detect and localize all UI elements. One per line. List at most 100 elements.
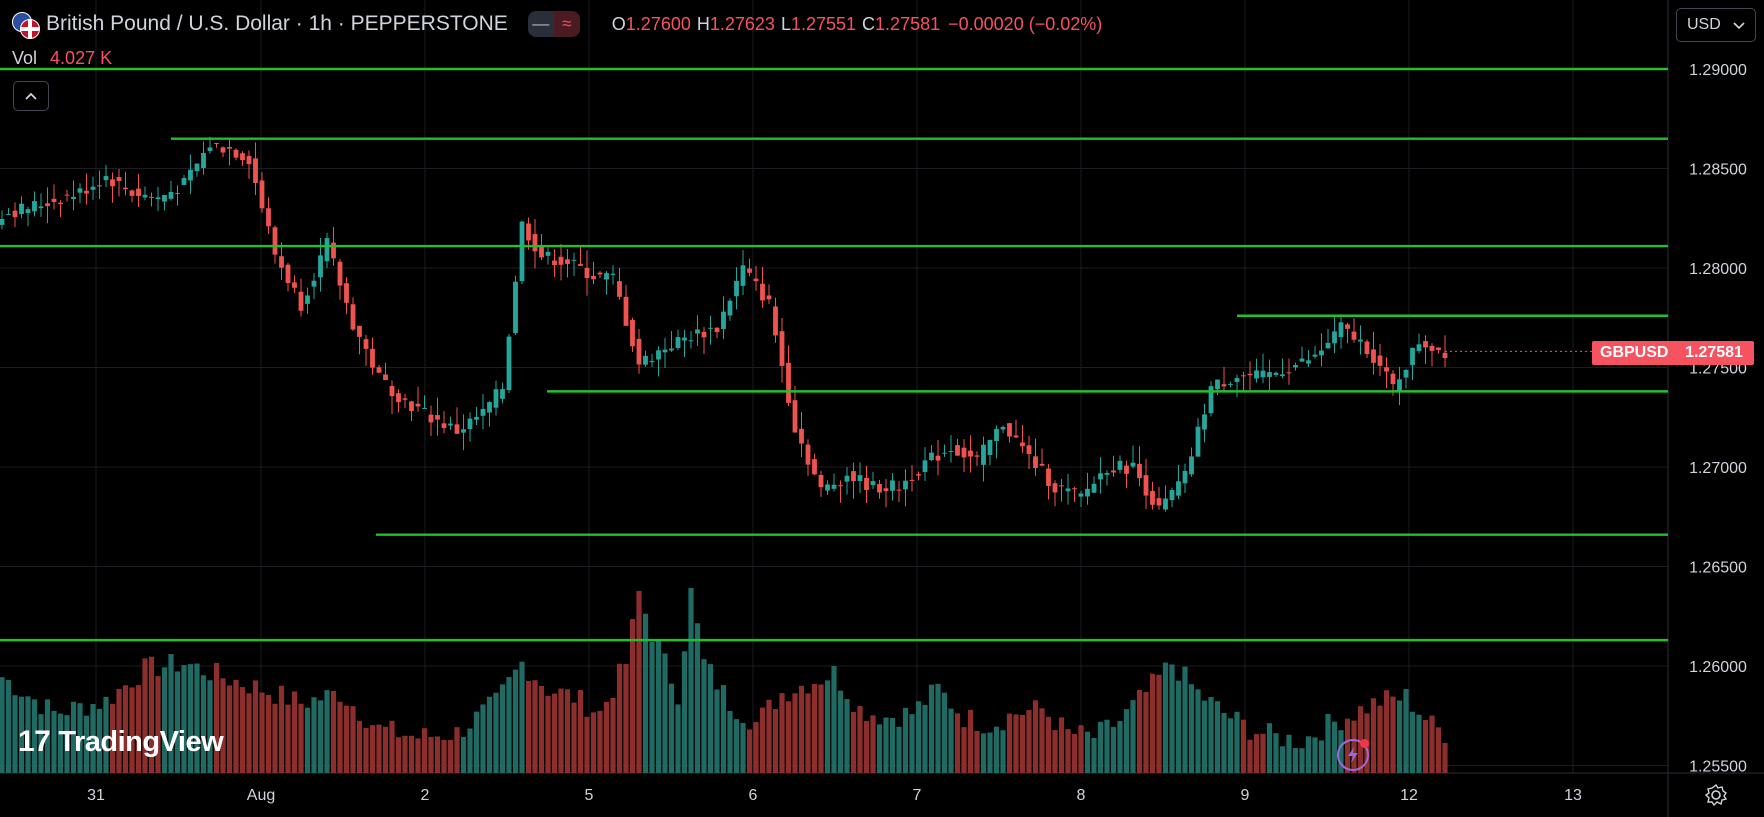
candle-body [272, 227, 278, 255]
volume-bar [129, 687, 135, 773]
volume-bar [564, 689, 571, 773]
indicator-toggle[interactable]: — ≈ [527, 11, 580, 37]
candle-body [1202, 414, 1207, 430]
volume-bar [1052, 730, 1058, 773]
candle-body [435, 415, 440, 420]
candle-body [1384, 367, 1389, 372]
tradingview-logo[interactable]: 17 TradingView [18, 725, 224, 759]
candle-body [708, 327, 713, 329]
volume-bar [915, 701, 922, 773]
volume-bar [837, 690, 844, 773]
candle-body [968, 450, 973, 457]
volume-bar [200, 675, 207, 773]
candle-body [298, 291, 304, 311]
volume-bar [974, 731, 980, 773]
minus-icon[interactable]: — [527, 11, 554, 37]
volume-bar [681, 651, 688, 773]
candle-body [1351, 331, 1357, 340]
candle-body [1052, 483, 1058, 493]
volume-bar [545, 695, 551, 773]
volume-bar [1000, 730, 1006, 773]
volume-bar [597, 710, 603, 773]
candle-body [448, 423, 453, 426]
candle-body [357, 325, 362, 337]
flash-icon[interactable] [1337, 739, 1369, 771]
volume-bar [220, 678, 226, 773]
candle-body [506, 336, 512, 391]
tv-logo-mark: 17 [18, 725, 51, 758]
symbol-title[interactable]: British Pound / U.S. Dollar · 1h · PEPPE… [46, 12, 508, 35]
volume-bar [1253, 734, 1260, 773]
volume-bar [967, 709, 974, 773]
candle-body [955, 445, 960, 456]
candle-body [45, 203, 50, 207]
candle-body [662, 349, 668, 353]
volume-bar [707, 664, 714, 773]
candle-body [376, 367, 382, 373]
candle-body [279, 256, 284, 268]
volume-bar [148, 656, 155, 773]
volume-bar [655, 640, 662, 773]
candle-body [441, 423, 447, 428]
candle-body [1098, 473, 1103, 480]
candle-body [71, 196, 76, 200]
volume-bar [551, 693, 558, 773]
settings-gear-icon[interactable] [1704, 783, 1728, 807]
candle-body [896, 489, 902, 491]
volume-bar [395, 737, 402, 773]
collapse-legend-button[interactable] [13, 81, 49, 111]
volume-bar [798, 685, 805, 773]
volume-bar [1149, 673, 1156, 773]
candle-body [1286, 372, 1292, 374]
volume-bar [1208, 696, 1214, 773]
candle-body [1007, 423, 1012, 437]
candle-body [773, 306, 778, 336]
volume-bar [1130, 700, 1136, 773]
candle-body [1065, 488, 1071, 492]
volume-bar [642, 613, 649, 773]
volume-bar [1422, 719, 1429, 773]
volume-bar [415, 738, 421, 773]
close-value: 1.27581 [875, 13, 941, 34]
open-label: O [611, 13, 626, 34]
volume-bar [460, 736, 467, 773]
open-value: 1.27600 [625, 13, 691, 34]
candle-body [467, 418, 473, 430]
candle-body [19, 203, 24, 215]
candle-body [1397, 379, 1402, 391]
candle-body [181, 178, 187, 185]
volume-bar [330, 690, 337, 773]
volume-bar [506, 677, 512, 773]
volume-bar [31, 699, 38, 773]
candle-body [415, 403, 421, 407]
volume-bar [278, 685, 285, 773]
currency-selector[interactable]: USD [1676, 8, 1756, 42]
candle-body [292, 282, 297, 288]
volume-bar [246, 693, 252, 773]
volume-bar [584, 716, 590, 773]
volume-bar [1039, 708, 1045, 773]
candle-body [97, 185, 102, 187]
volume-bar [824, 680, 831, 773]
volume-bar [1097, 721, 1104, 773]
volume-bar [311, 697, 317, 773]
x-tick-label: 13 [1564, 787, 1582, 804]
candle-body [1033, 456, 1038, 468]
candle-body [305, 295, 310, 304]
candle-body [142, 194, 148, 198]
approx-icon[interactable]: ≈ [553, 11, 580, 37]
volume-bar [168, 654, 174, 773]
candle-body [604, 273, 609, 280]
volume-bar [1227, 718, 1234, 773]
volume-bar [811, 683, 818, 773]
volume-bar [213, 663, 220, 773]
candle-body [1059, 485, 1064, 487]
candle-body [227, 147, 232, 149]
candle-body [1254, 370, 1259, 379]
volume-bar [1331, 721, 1338, 773]
volume-bar [1286, 734, 1292, 773]
volume-bar [207, 680, 213, 773]
volume-bar [135, 685, 142, 773]
volume-bar [174, 671, 181, 773]
